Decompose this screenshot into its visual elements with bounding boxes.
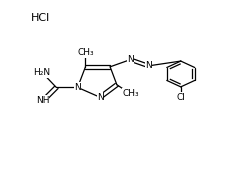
Text: N: N (97, 93, 104, 102)
Text: HCl: HCl (31, 13, 50, 23)
Text: N: N (74, 83, 81, 92)
FancyBboxPatch shape (97, 92, 104, 102)
Text: N: N (127, 55, 134, 64)
FancyBboxPatch shape (123, 88, 138, 99)
Text: CH₃: CH₃ (122, 89, 139, 98)
FancyBboxPatch shape (74, 82, 81, 92)
Text: Cl: Cl (176, 93, 185, 102)
FancyBboxPatch shape (37, 96, 49, 106)
FancyBboxPatch shape (145, 61, 152, 71)
FancyBboxPatch shape (127, 55, 134, 65)
Text: N: N (145, 61, 152, 70)
FancyBboxPatch shape (35, 67, 49, 78)
Text: CH₃: CH₃ (77, 48, 94, 57)
Text: H₂N: H₂N (33, 68, 50, 77)
Text: NH: NH (36, 96, 50, 105)
FancyBboxPatch shape (78, 47, 93, 58)
FancyBboxPatch shape (177, 92, 185, 103)
